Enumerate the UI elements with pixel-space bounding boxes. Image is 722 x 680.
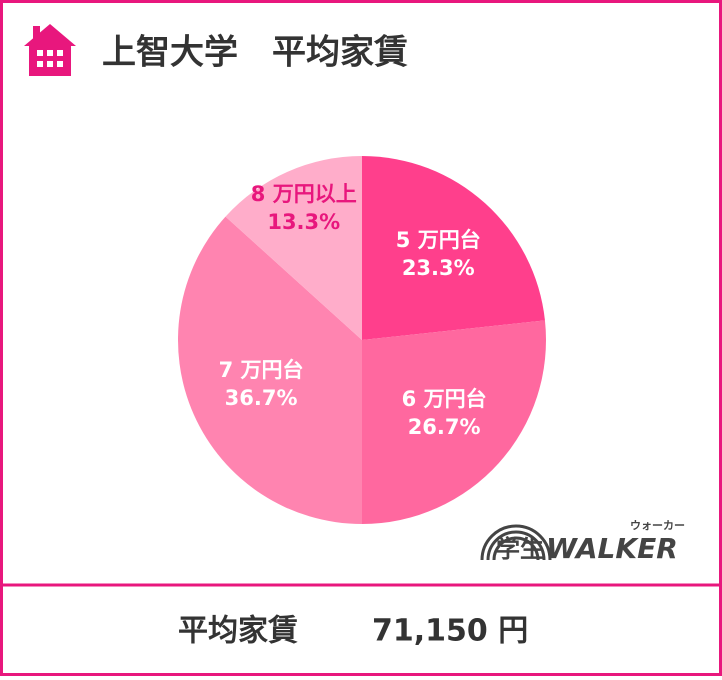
- slice-category: 6 万円台: [402, 387, 487, 411]
- title: 上智大学 平均家賃: [102, 33, 408, 73]
- slice-value-label: 13.3%: [267, 210, 340, 234]
- logo-ruby: ウォーカー: [630, 519, 685, 532]
- slice-value-label: 26.7%: [408, 415, 481, 439]
- slice-value-label: 36.7%: [225, 386, 298, 410]
- pie: 5 万円台 23.3% 6 万円台 26.7% 7 万円台 36.7% 8 万円以上 13.3…: [177, 156, 547, 525]
- slice-category: 7 万円台: [219, 358, 304, 382]
- pie-slice: [177, 216, 362, 525]
- house-icon: [24, 24, 76, 76]
- slice-category: 5 万円台: [396, 228, 481, 252]
- pie-slice: [362, 320, 547, 524]
- slice-value-label: 23.3%: [402, 256, 475, 280]
- footer-label: 平均家賃: [178, 614, 298, 649]
- logo: 学生 WALKER ウォーカー: [480, 519, 685, 565]
- logo-main: 学生: [496, 535, 544, 563]
- slice-category: 8 万円以上: [251, 182, 357, 206]
- pie-slice: [225, 156, 362, 340]
- logo-brand: WALKER: [546, 532, 678, 565]
- pie-slice: [362, 156, 545, 340]
- footer-amount: 71,150 円: [372, 614, 528, 649]
